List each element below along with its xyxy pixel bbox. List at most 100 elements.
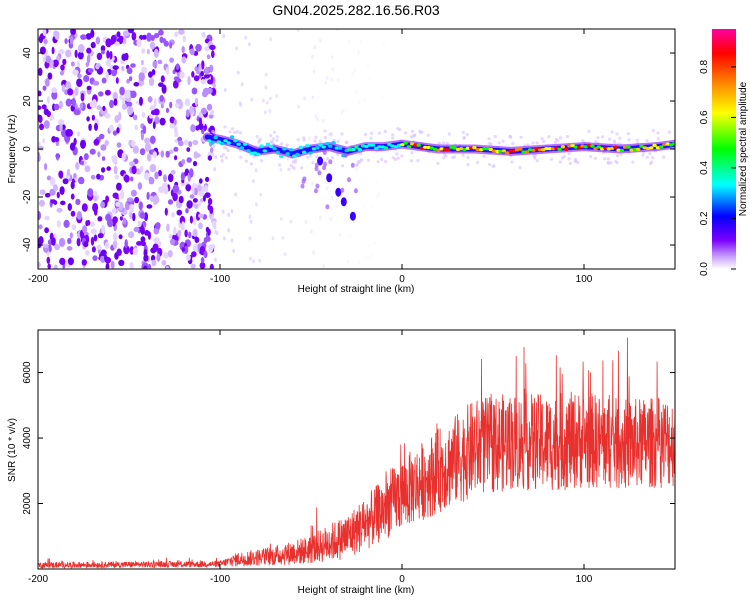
noise-blob [155, 222, 161, 230]
trace-core [596, 145, 602, 149]
noise-blob [114, 41, 120, 46]
faint-blob [269, 96, 272, 101]
noise-blob [177, 229, 182, 238]
noise-blob [100, 45, 106, 52]
noise-blob [56, 220, 61, 228]
colorbar-tick-label: 0.8 [699, 60, 710, 74]
noise-blob [178, 29, 185, 35]
halo-blob [302, 138, 306, 142]
noise-blob [190, 124, 196, 133]
faint-blob [375, 195, 379, 199]
halo-blob [325, 157, 330, 161]
trace-core [629, 148, 634, 152]
noise-blob [193, 203, 199, 209]
halo-blob [376, 160, 380, 164]
snr-x-ticks: -200 -100 0 100 [28, 330, 593, 585]
trace-core [557, 147, 562, 151]
noise-blob [161, 84, 167, 94]
noise-blob [101, 77, 107, 84]
noise-blob [119, 86, 125, 96]
halo-blob [618, 136, 622, 140]
halo-blob [596, 136, 600, 140]
trace-core [514, 148, 520, 152]
faint-blob [281, 236, 285, 240]
trace-core [246, 149, 251, 153]
colorbar-tick-label: 0.0 [699, 262, 710, 276]
noise-blob [163, 252, 169, 259]
faint-blob [297, 104, 301, 109]
faint-blob [222, 236, 226, 241]
noise-blob [83, 153, 89, 161]
trace-core [295, 152, 300, 156]
noise-blob [196, 184, 202, 192]
halo-blob [648, 152, 652, 156]
noise-blob [139, 165, 144, 173]
noise-blob [76, 237, 81, 247]
noise-blob [189, 168, 194, 178]
faint-blob [358, 100, 361, 105]
noise-blob [65, 129, 72, 137]
trace-core [206, 139, 212, 143]
halo-blob [461, 130, 465, 134]
noise-blob [59, 257, 66, 265]
halo-blob [260, 159, 264, 163]
noise-blob [134, 124, 138, 131]
noise-blob [116, 182, 122, 191]
faint-blob [342, 108, 345, 113]
noise-blob [88, 68, 94, 73]
noise-blob [80, 92, 85, 102]
faint-blob [363, 204, 366, 209]
noise-blob [124, 239, 128, 249]
noise-blob [159, 117, 166, 126]
faint-blob [283, 252, 287, 257]
trace-core [442, 148, 448, 152]
x-tick-label: 0 [399, 574, 405, 585]
noise-blob [110, 34, 117, 45]
halo-blob [323, 136, 327, 140]
noise-blob [192, 216, 197, 225]
noise-blob [188, 141, 193, 148]
noise-blob [198, 123, 204, 130]
halo-blob [645, 138, 649, 143]
faint-blob [347, 39, 351, 44]
noise-blob [141, 48, 146, 54]
trace-core [475, 148, 480, 152]
noise-blob [149, 105, 156, 112]
trace-core [216, 140, 222, 144]
noise-blob [105, 38, 112, 48]
faint-blob [368, 256, 372, 261]
halo-blob [589, 155, 593, 159]
noise-blob [204, 184, 209, 193]
noise-blob [50, 199, 57, 204]
trace-core [351, 147, 356, 152]
noise-blob [201, 60, 205, 70]
halo-blob [442, 156, 446, 160]
noise-blob [112, 65, 119, 70]
halo-blob [533, 156, 537, 160]
noise-blob [136, 241, 143, 246]
noise-blob [53, 103, 60, 111]
noise-blob [106, 50, 110, 59]
noise-blob [209, 263, 214, 269]
trace-core [282, 147, 287, 151]
noise-blob [182, 35, 186, 42]
faint-blob [221, 209, 225, 214]
trace-core [619, 149, 625, 153]
noise-blob [172, 192, 178, 202]
halo-blob [531, 141, 535, 145]
noise-blob [204, 66, 210, 75]
trace-core [324, 142, 330, 146]
noise-blob [159, 36, 164, 44]
noise-blob [133, 114, 138, 121]
faint-blob [348, 233, 352, 238]
noise-blob [112, 208, 117, 214]
noise-blob [60, 70, 64, 76]
noise-blob [191, 71, 195, 78]
noise-blob [90, 228, 98, 235]
noise-blob [130, 176, 134, 182]
noise-blob [203, 237, 208, 244]
trace-core [554, 146, 559, 150]
noise-blob [121, 65, 125, 72]
noise-blob [205, 176, 210, 182]
faint-blob [235, 46, 239, 51]
